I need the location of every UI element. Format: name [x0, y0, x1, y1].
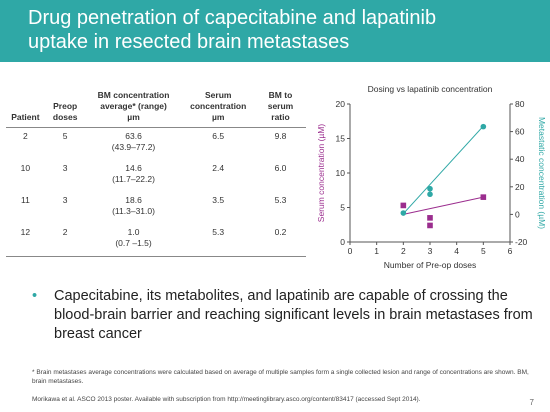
- cell-serum: 6.5: [212, 131, 225, 141]
- trend-line: [402, 125, 484, 215]
- table-row: 12 2 1.0 (0.7 –1.5) 5.3 0.2: [6, 224, 306, 257]
- title-bar: Drug penetration of capecitabine and lap…: [0, 0, 550, 62]
- y-tick-label: 20: [336, 99, 346, 109]
- trend-line: [403, 196, 484, 215]
- concentration-table: Patient Preop doses BM concentration ave…: [6, 88, 306, 257]
- y-tick-label: 5: [340, 203, 345, 213]
- data-point-square: [427, 222, 433, 229]
- cell-bm: 14.6 (11.7–22.2): [112, 163, 155, 184]
- data-point-circle: [427, 191, 433, 198]
- bullet-dot-icon: •: [32, 288, 38, 304]
- cell-doses: 3: [62, 163, 68, 173]
- x-tick-label: 2: [401, 246, 406, 256]
- slide-title-line-1: Drug penetration of capecitabine and lap…: [28, 7, 437, 29]
- y2-tick-label: 0: [515, 209, 520, 219]
- cell-bm: 18.6 (11.3–31.0): [112, 195, 155, 216]
- bullet-point: • Capecitabine, its metabolites, and lap…: [32, 287, 537, 344]
- cell-doses: 3: [62, 195, 68, 205]
- cell-ratio: 0.2: [254, 224, 306, 257]
- x-tick-label: 1: [374, 246, 379, 256]
- cell-serum: 3.5: [212, 195, 225, 205]
- header-patient: Patient: [6, 88, 45, 128]
- y2-axis-label: Metastatic concentration (µM): [537, 117, 547, 229]
- y2-tick-label: -20: [515, 237, 528, 247]
- dosing-scatter-chart: Dosing vs lapatinib concentration 0 1 2 3 4 5 6…: [316, 84, 547, 270]
- bullet-text: Capecitabine, its metabolites, and lapat…: [54, 288, 533, 342]
- header-bm-concentration: BM concentration average* (range) µm: [85, 88, 182, 128]
- data-point-circle: [400, 210, 407, 216]
- cell-patient: 12: [6, 224, 45, 257]
- page-number: 7: [529, 398, 534, 407]
- cell-patient: 2: [23, 131, 28, 141]
- data-point-circle: [427, 185, 433, 192]
- chart-title: Dosing vs lapatinib concentration: [368, 84, 493, 94]
- cell-ratio: 6.0: [274, 163, 287, 173]
- data-point-circle: [480, 123, 487, 130]
- citation: Morikawa et al. ASCO 2013 poster. Availa…: [32, 396, 421, 403]
- cell-bm: 63.6 (43.9–77.2): [111, 131, 156, 152]
- table-header-row: Patient Preop doses BM concentration ave…: [6, 88, 306, 128]
- slide-title-line-2: uptake in resected brain metastases: [28, 31, 350, 53]
- y2-tick-label: 80: [515, 99, 525, 109]
- y2-tick-label: 60: [515, 127, 525, 137]
- cell-serum: 2.4: [212, 163, 225, 173]
- slide-title: Drug penetration of capecitabine and lap…: [28, 6, 538, 54]
- cell-ratio: 5.3: [274, 195, 287, 205]
- y2-tick-label: 20: [515, 182, 525, 192]
- header-bm-serum-ratio: BM to serum ratio: [254, 88, 306, 128]
- x-tick-label: 4: [454, 246, 459, 256]
- data-point-square: [427, 215, 433, 221]
- cell-bm: 1.0 (0.7 –1.5): [85, 224, 182, 257]
- y2-tick-label: 40: [515, 154, 525, 164]
- table-row: 10 3 14.6 (11.7–22.2) 2.4 6.0: [6, 160, 306, 192]
- x-tick-label: 3: [428, 246, 433, 256]
- x-tick-label: 5: [481, 246, 486, 256]
- y-tick-label: 0: [340, 237, 345, 247]
- cell-serum: 5.3: [181, 224, 255, 257]
- y-axis-label: Serum concentration (µM): [316, 124, 326, 223]
- data-point-square: [480, 194, 487, 200]
- x-axis-label: Number of Pre-op doses: [384, 260, 477, 270]
- y-tick-label: 15: [336, 134, 346, 144]
- x-tick-label: 6: [508, 246, 513, 256]
- y-tick-label: 10: [336, 168, 346, 178]
- cell-doses: 2: [44, 224, 86, 257]
- table-row: 11 3 18.6 (11.3–31.0) 3.5 5.3: [6, 192, 306, 224]
- cell-patient: 10: [20, 163, 31, 173]
- cell-patient: 11: [20, 195, 30, 205]
- header-serum-concentration: Serum concentration µm: [181, 88, 255, 128]
- footnote: * Brain metastases average concentration…: [32, 369, 529, 385]
- table-row: 2 5 63.6 (43.9–77.2) 6.5 9.8: [6, 128, 306, 161]
- data-point-square: [400, 202, 407, 209]
- header-preop-doses: Preop doses: [44, 88, 86, 128]
- x-tick-label: 0: [348, 246, 353, 256]
- cell-doses: 5: [62, 131, 68, 141]
- cell-ratio: 9.8: [274, 131, 287, 141]
